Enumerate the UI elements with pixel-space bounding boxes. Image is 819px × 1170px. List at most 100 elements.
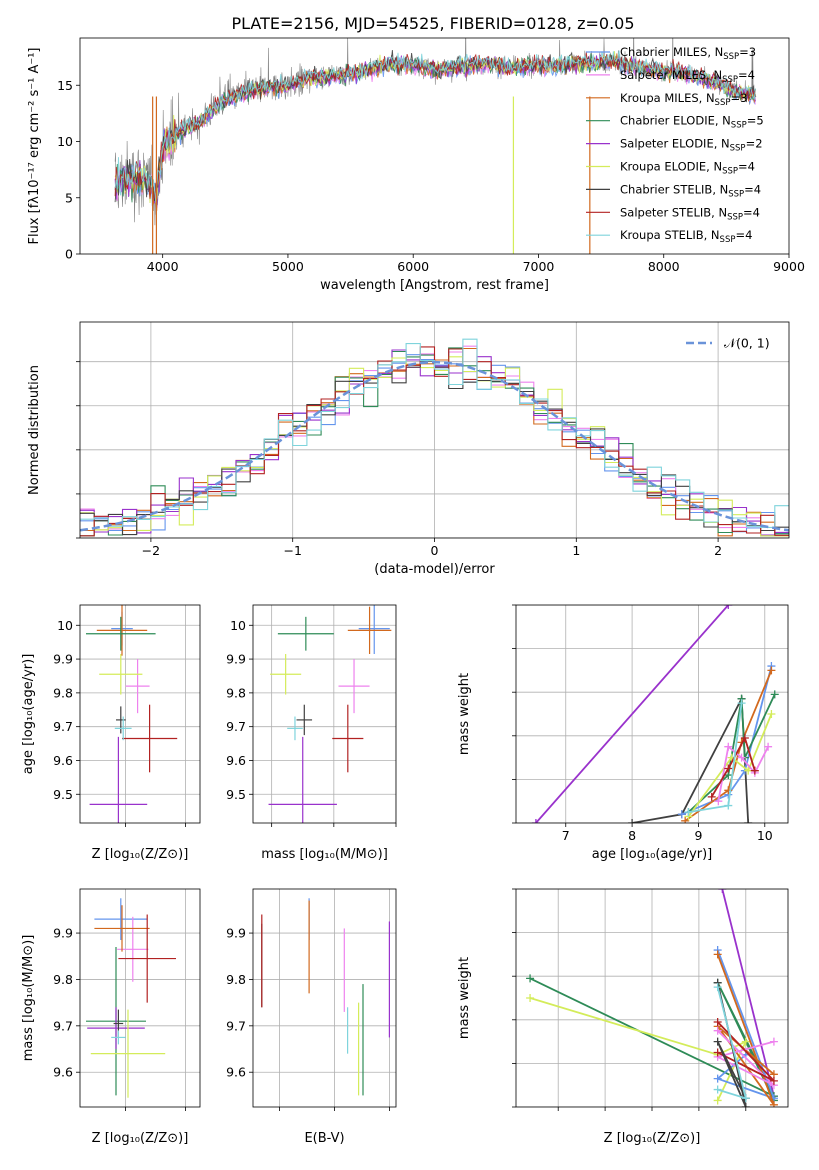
axes-frame [79, 37, 790, 255]
weight-line-salpeter_elodie [721, 889, 775, 1097]
legend-tail: =2 [746, 137, 763, 151]
weight-marker-salpeter_stelib [707, 792, 716, 801]
y-tick-label: 9.6 [226, 1065, 246, 1080]
x-tick-label: 9 [694, 828, 702, 843]
legend-label: Salpeter MILES, N [620, 68, 722, 82]
axes-frame [515, 604, 789, 824]
weight-marker-kroupa_stelib [713, 983, 722, 992]
panel-residuals: −2 −1 0 1 2 (data-model)/error Normed distribu… [27, 321, 790, 577]
weight-line-salpeter_elodie [535, 605, 729, 823]
legend-tail: =4 [738, 68, 755, 82]
y-axis-label: Normed distribution [27, 365, 42, 495]
weight-marker-salpeter_miles [724, 742, 733, 751]
legend-entry-chabrier_elodie: Chabrier ELODIE, NSSP=5 [620, 114, 764, 131]
legend-subscript: SSP [727, 212, 743, 222]
y-tick-label: 9.9 [226, 926, 246, 941]
weight-marker-chabrier_elodie [526, 974, 535, 983]
x-axis-label: Z [log₁₀(Z/Z⊙)] [92, 1131, 189, 1146]
weight-marker-kroupa_stelib [684, 808, 693, 817]
weight-marker-salpeter_miles [714, 797, 723, 806]
legend-entry-normal: 𝒩(0, 1) [724, 336, 770, 351]
legend-entry-chabrier_stelib: Chabrier STELIB, NSSP=4 [620, 182, 761, 199]
x-axis-label: Z [log₁₀(Z/Z⊙)] [604, 1131, 701, 1146]
legend-label: Kroupa ELODIE, N [620, 160, 722, 174]
y-tick-label: 9.6 [226, 753, 246, 768]
y-tick-label: 15 [57, 78, 73, 93]
legend-tail: =4 [735, 228, 752, 242]
legend-entry-salpeter_elodie: Salpeter ELODIE, NSSP=2 [620, 137, 763, 154]
plot-area [80, 605, 200, 823]
weight-marker-salpeter_stelib [769, 1076, 778, 1085]
legend-tail: =5 [747, 114, 764, 128]
x-tick-label: 8 [628, 828, 636, 843]
x-tick-label: 1 [572, 543, 580, 558]
y-axis-label: mass weight [457, 957, 472, 1039]
legend-subscript: SSP [715, 98, 731, 108]
weight-marker-salpeter_miles [713, 1026, 722, 1035]
weight-marker-kroupa_stelib [741, 1094, 750, 1103]
plot-area [114, 38, 757, 254]
x-tick-label: 7000 [523, 259, 555, 274]
weight-marker-kroupa_miles [713, 950, 722, 959]
panel-z_vs_weight: Z [log₁₀(Z/Z⊙)] mass weight [457, 888, 789, 1146]
plot-area [80, 889, 200, 1107]
plot-area [516, 889, 788, 1107]
weight-marker-salpeter_stelib [713, 1048, 722, 1057]
weight-marker-chabrier_miles [713, 1074, 722, 1083]
panel-ebv_vs_mass: 9.6 9.7 9.8 9.9 E(B-V) [226, 888, 397, 1146]
weight-marker-kroupa_stelib [737, 699, 746, 708]
x-tick-label: 6000 [397, 259, 429, 274]
normal-curve [80, 360, 789, 532]
weight-marker-kroupa_elodie [713, 1096, 722, 1105]
model-line-kroupa_stelib [114, 50, 756, 203]
legend-subscript: SSP [722, 75, 738, 85]
weight-marker-salpeter_elodie [718, 889, 727, 893]
legend-entry-kroupa_miles: Kroupa MILES, NSSP=3 [620, 91, 747, 108]
panel-z_vs_age: 9.5 9.6 9.7 9.8 9.9 10 Z [log₁₀(Z/Z⊙)] age [log… [21, 604, 201, 862]
y-tick-label: 9.8 [53, 972, 73, 987]
x-tick-label: 5000 [272, 259, 304, 274]
y-tick-label: 9.6 [53, 753, 73, 768]
weight-marker-salpeter_stelib [724, 764, 733, 773]
x-axis-label: Z [log₁₀(Z/Z⊙)] [92, 847, 189, 862]
legend-tail: =3 [730, 91, 747, 105]
weight-marker-salpeter_elodie [531, 819, 540, 823]
y-tick-label: 9.5 [53, 787, 73, 802]
x-tick-label: −2 [142, 543, 160, 558]
weight-marker-chabrier_stelib [741, 1103, 750, 1107]
axes-frame [79, 604, 201, 824]
x-tick-label: 9000 [773, 259, 805, 274]
x-axis-label: wavelength [Angstrom, rest frame] [320, 278, 549, 293]
weight-line-kroupa_miles [684, 670, 773, 822]
weight-marker-salpeter_miles [737, 753, 746, 762]
y-tick-label: 10 [230, 618, 246, 633]
y-tick-label: 9.9 [226, 652, 246, 667]
legend-label: Chabrier STELIB, N [620, 182, 728, 196]
weight-marker-salpeter_stelib [750, 766, 759, 775]
weight-line-salpeter_miles [715, 1030, 775, 1087]
axes-frame [252, 604, 397, 824]
legend-label: Chabrier MILES, N [620, 45, 723, 59]
legend-entry-kroupa_elodie: Kroupa ELODIE, NSSP=4 [620, 160, 755, 177]
y-tick-label: 9.8 [53, 685, 73, 700]
x-tick-label: 0 [431, 543, 439, 558]
legend-tail: =3 [739, 45, 756, 59]
legend-subscript: SSP [731, 121, 747, 131]
x-tick-label: 4000 [147, 259, 179, 274]
plot-area [253, 605, 396, 823]
weight-marker-kroupa_elodie [741, 1037, 750, 1046]
weight-line-chabrier_miles [681, 665, 773, 816]
x-tick-label: 8000 [648, 259, 680, 274]
y-tick-label: 9.7 [53, 1018, 73, 1033]
legend-label: Chabrier ELODIE, N [620, 114, 731, 128]
y-tick-label: 0 [65, 247, 73, 262]
weight-marker-kroupa_miles [767, 666, 776, 675]
y-axis-label: mass [log₁₀(M/M⊙)] [21, 935, 36, 1062]
axes-frame [79, 321, 790, 539]
legend-entry-salpeter_stelib: Salpeter STELIB, NSSP=4 [620, 205, 760, 222]
x-tick-label: 2 [714, 543, 722, 558]
weight-marker-salpeter_elodie [724, 605, 733, 609]
weight-marker-salpeter_stelib [713, 1017, 722, 1026]
